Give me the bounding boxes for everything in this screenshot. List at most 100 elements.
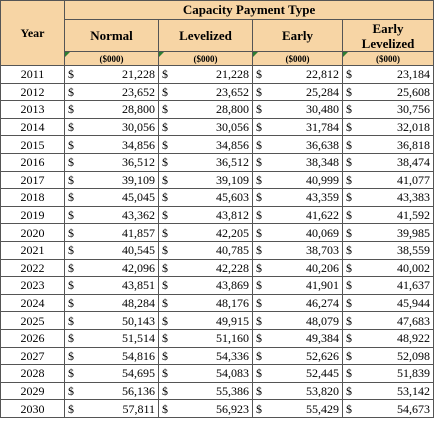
currency-symbol: $ bbox=[68, 348, 74, 363]
currency-symbol: $ bbox=[256, 84, 262, 99]
value-wrap: $50,143 bbox=[68, 313, 155, 329]
currency-symbol: $ bbox=[256, 331, 262, 346]
currency-symbol: $ bbox=[162, 225, 168, 240]
currency-symbol: $ bbox=[346, 278, 352, 293]
value-wrap: $32,018 bbox=[346, 119, 430, 135]
value-cell: $25,284 bbox=[252, 82, 343, 102]
currency-symbol: $ bbox=[68, 190, 74, 205]
value-cell: $25,608 bbox=[341, 82, 434, 102]
value: 52,626 bbox=[306, 348, 339, 363]
value-wrap: $45,603 bbox=[162, 190, 249, 206]
currency-symbol: $ bbox=[256, 243, 262, 258]
currency-symbol: $ bbox=[162, 260, 168, 275]
value: 42,096 bbox=[122, 260, 155, 275]
value-cell: $48,284 bbox=[64, 293, 159, 313]
value-cell: $41,901 bbox=[252, 276, 343, 295]
value: 36,512 bbox=[216, 155, 249, 170]
value-cell: $41,077 bbox=[341, 170, 434, 190]
year-cell: 2016 bbox=[0, 152, 65, 172]
value: 41,622 bbox=[306, 208, 339, 223]
currency-symbol: $ bbox=[162, 383, 168, 398]
value-cell: $21,228 bbox=[64, 65, 159, 84]
value: 57,811 bbox=[122, 401, 155, 416]
table-header: Year Capacity Payment Type Normal Leveliz… bbox=[0, 0, 434, 66]
currency-symbol: $ bbox=[68, 278, 74, 293]
year-cell: 2029 bbox=[0, 381, 65, 401]
value-wrap: $43,812 bbox=[162, 207, 249, 223]
currency-symbol: $ bbox=[68, 296, 74, 311]
value-wrap: $39,109 bbox=[68, 172, 155, 188]
year-cell: 2014 bbox=[0, 117, 65, 137]
value-wrap: $30,056 bbox=[162, 119, 249, 135]
value-cell: $45,944 bbox=[341, 293, 434, 313]
value-wrap: $39,985 bbox=[346, 225, 430, 241]
column-header: Levelized bbox=[158, 19, 253, 52]
value: 41,857 bbox=[122, 225, 155, 240]
value: 40,069 bbox=[306, 225, 339, 240]
table-row: 2023 $43,851 $43,869 $41,901 $41,637 bbox=[0, 276, 434, 295]
value-wrap: $56,136 bbox=[68, 383, 155, 399]
value-wrap: $40,206 bbox=[256, 260, 339, 276]
year-cell: 2025 bbox=[0, 311, 65, 330]
value-cell: $54,336 bbox=[158, 346, 253, 366]
value-wrap: $21,228 bbox=[162, 66, 249, 82]
value-wrap: $54,083 bbox=[162, 366, 249, 382]
currency-symbol: $ bbox=[162, 155, 168, 170]
currency-symbol: $ bbox=[256, 102, 262, 117]
value-cell: $22,812 bbox=[252, 65, 343, 84]
value: 41,077 bbox=[397, 172, 431, 187]
value-wrap: $57,811 bbox=[68, 401, 155, 417]
value-wrap: $25,284 bbox=[256, 84, 339, 100]
value-wrap: $54,695 bbox=[68, 366, 155, 382]
currency-symbol: $ bbox=[68, 137, 74, 152]
value: 31,784 bbox=[306, 120, 339, 135]
currency-symbol: $ bbox=[256, 278, 262, 293]
year-cell: 2020 bbox=[0, 223, 65, 242]
value: 40,999 bbox=[306, 172, 339, 187]
value-cell: $43,869 bbox=[158, 276, 253, 295]
currency-symbol: $ bbox=[68, 383, 74, 398]
value: 40,785 bbox=[216, 243, 249, 258]
currency-symbol: $ bbox=[346, 120, 352, 135]
currency-symbol: $ bbox=[256, 190, 262, 205]
value-cell: $40,069 bbox=[252, 223, 343, 242]
column-header: Early bbox=[252, 19, 343, 52]
table-row: 2026 $51,514 $51,160 $49,384 $48,922 bbox=[0, 328, 434, 348]
currency-symbol: $ bbox=[346, 313, 352, 328]
value: 46,274 bbox=[306, 296, 339, 311]
value: 45,944 bbox=[397, 296, 431, 311]
table-row: 2014 $30,056 $30,056 $31,784 $32,018 bbox=[0, 117, 434, 137]
year-cell: 2011 bbox=[0, 65, 65, 84]
currency-symbol: $ bbox=[162, 208, 168, 223]
value: 49,915 bbox=[216, 313, 249, 328]
value: 54,083 bbox=[216, 366, 249, 381]
value-wrap: $30,480 bbox=[256, 102, 339, 118]
value-wrap: $38,559 bbox=[346, 242, 430, 258]
table-row: 2021 $40,545 $40,785 $38,703 $38,559 bbox=[0, 240, 434, 260]
value: 38,559 bbox=[397, 243, 431, 258]
value-wrap: $51,160 bbox=[162, 330, 249, 346]
currency-symbol: $ bbox=[346, 84, 352, 99]
value-wrap: $41,637 bbox=[346, 278, 430, 294]
table-row: 2025 $50,143 $49,915 $48,079 $47,683 bbox=[0, 311, 434, 330]
currency-symbol: $ bbox=[346, 190, 352, 205]
value-cell: $57,811 bbox=[64, 399, 159, 418]
value: 22,812 bbox=[306, 67, 339, 82]
currency-symbol: $ bbox=[256, 67, 262, 82]
currency-symbol: $ bbox=[68, 225, 74, 240]
value-cell: $40,999 bbox=[252, 170, 343, 190]
year-header: Year bbox=[0, 0, 65, 66]
year-cell: 2028 bbox=[0, 364, 65, 383]
value-cell: $21,228 bbox=[158, 65, 253, 84]
value-cell: $32,018 bbox=[341, 117, 434, 137]
value: 43,359 bbox=[306, 190, 339, 205]
value: 43,869 bbox=[216, 278, 249, 293]
value-wrap: $42,205 bbox=[162, 225, 249, 241]
value: 25,608 bbox=[397, 84, 431, 99]
value-cell: $46,274 bbox=[252, 293, 343, 313]
year-cell: 2027 bbox=[0, 346, 65, 366]
value-cell: $36,638 bbox=[252, 135, 343, 154]
year-cell: 2019 bbox=[0, 205, 65, 225]
currency-symbol: $ bbox=[346, 172, 352, 187]
table-row: 2017 $39,109 $39,109 $40,999 $41,077 bbox=[0, 170, 434, 190]
